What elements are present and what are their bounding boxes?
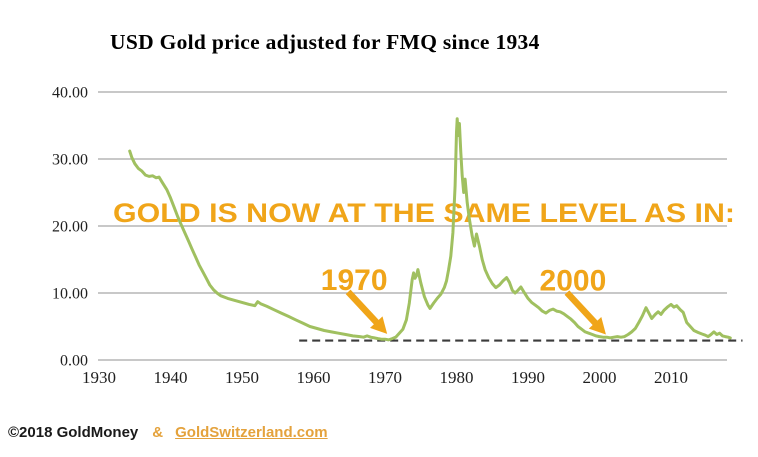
chart-title: USD Gold price adjusted for FMQ since 19… (110, 30, 540, 54)
x-axis-label: 2010 (654, 368, 688, 387)
marker-label-2000: 2000 (540, 265, 607, 298)
x-axis-label: 2000 (583, 368, 617, 387)
footer-copyright: ©2018 GoldMoney (8, 424, 139, 441)
x-axis-label: 1960 (297, 368, 331, 387)
goldswitzerland-link[interactable]: GoldSwitzerland.com (175, 424, 328, 441)
y-axis-label: 30.00 (52, 152, 88, 169)
y-axis-label: 40.00 (52, 85, 88, 102)
x-axis-label: 1940 (154, 368, 188, 387)
x-axis-label: 1950 (225, 368, 259, 387)
marker-label-1970: 1970 (321, 264, 388, 297)
footer: ©2018 GoldMoney & GoldSwitzerland.com (8, 423, 328, 443)
marker-arrow-head (588, 317, 606, 335)
x-axis-label: 1980 (440, 368, 474, 387)
marker-arrow-head (370, 316, 388, 334)
y-axis-label: 0.00 (60, 353, 88, 370)
marker-arrow-shaft (345, 289, 383, 329)
x-axis-label: 1970 (368, 368, 402, 387)
footer-ampersand: & (152, 424, 164, 441)
gold-price-line (128, 117, 732, 342)
x-axis-label: 1990 (511, 368, 545, 387)
marker-arrow-shaft (564, 290, 601, 329)
y-axis-label: 20.00 (52, 219, 88, 236)
y-axis-label: 10.00 (52, 286, 88, 303)
x-axis-label: 1930 (82, 368, 116, 387)
headline-annotation: GOLD IS NOW AT THE SAME LEVEL AS IN: (113, 198, 735, 228)
